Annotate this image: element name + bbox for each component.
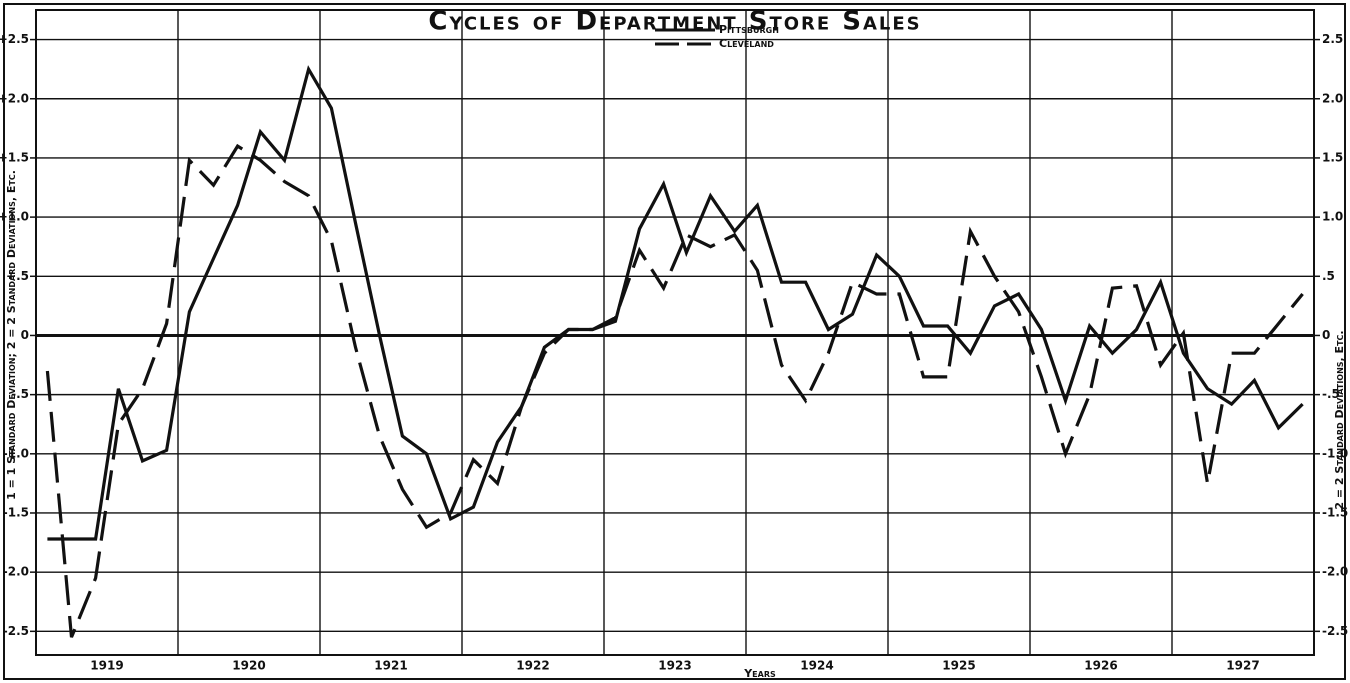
y-tick-label: -2.5 [3, 624, 29, 638]
y2-tick-label: -1.5 [1322, 505, 1348, 519]
y2-tick-label: 0 [1322, 328, 1330, 342]
x-tick-label: 1920 [232, 659, 265, 673]
series-line [45, 143, 1304, 638]
y2-tick-label: -2.5 [1322, 624, 1348, 638]
x-axis-title: Years [743, 667, 776, 680]
x-tick-label: 1926 [1084, 659, 1117, 673]
frame [3, 3, 1346, 680]
x-tick-label: 1924 [800, 659, 833, 673]
x-tick-label: 1919 [90, 659, 123, 673]
x-tick-label: 1923 [658, 659, 691, 673]
y-tick-label: 0 [21, 328, 29, 342]
y2-tick-label: -.5 [1322, 387, 1340, 401]
y2-tick-label: 2.0 [1322, 91, 1343, 105]
y-tick-label: -.5 [11, 387, 29, 401]
x-tick-label: 1922 [516, 659, 549, 673]
legend-label: Pittsburgh [719, 23, 779, 36]
y-tick-label: +2.0 [0, 91, 29, 105]
y2-axis-title: 2 = 2 Standard Deviations, Etc. [1333, 330, 1346, 509]
y2-tick-label: 1.5 [1322, 150, 1343, 164]
y2-tick-label: -2.0 [1322, 565, 1348, 579]
y-tick-label: +1.5 [0, 150, 29, 164]
y-tick-label: +.5 [6, 269, 29, 283]
legend-label: Cleveland [719, 37, 774, 50]
y-axis-title: 1 = 1 Standard Deviation; 2 = 2 Standard… [5, 170, 18, 500]
y-tick-label: +1.0 [0, 210, 29, 224]
plot-area [35, 9, 1315, 656]
y-tick-label: -2.0 [3, 565, 29, 579]
y-tick-label: -1.0 [3, 446, 29, 460]
x-tick-label: 1927 [1226, 659, 1259, 673]
y2-tick-label: -1.0 [1322, 446, 1348, 460]
y2-tick-label: 2.5 [1322, 32, 1343, 46]
x-tick-label: 1921 [374, 659, 407, 673]
y-tick-label: -1.5 [3, 505, 29, 519]
x-tick-label: 1925 [942, 659, 975, 673]
y2-tick-label: .5 [1322, 269, 1335, 283]
y-tick-label: +2.5 [0, 32, 29, 46]
y2-tick-label: 1.0 [1322, 210, 1343, 224]
series-line [47, 65, 1304, 541]
